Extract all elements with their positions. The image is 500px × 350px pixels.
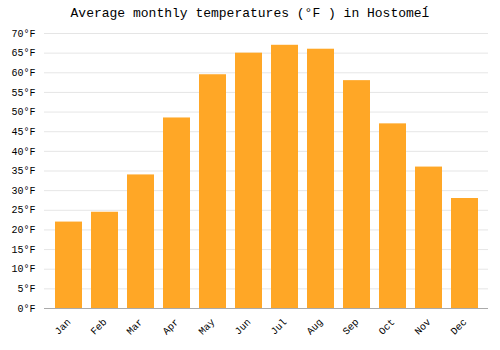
svg-text:Mar: Mar <box>125 317 146 338</box>
svg-text:May: May <box>197 317 218 338</box>
svg-text:60°F: 60°F <box>11 68 35 79</box>
svg-text:70°F: 70°F <box>11 29 35 40</box>
svg-text:Feb: Feb <box>89 317 110 338</box>
svg-text:25°F: 25°F <box>11 205 35 216</box>
svg-text:Dec: Dec <box>449 317 470 338</box>
svg-text:Jun: Jun <box>233 317 254 338</box>
svg-text:Nov: Nov <box>413 317 434 338</box>
svg-text:Sep: Sep <box>341 317 362 338</box>
svg-text:40°F: 40°F <box>11 147 35 158</box>
svg-text:30°F: 30°F <box>11 186 35 197</box>
svg-text:Apr: Apr <box>161 317 182 338</box>
svg-text:10°F: 10°F <box>11 264 35 275</box>
svg-text:5°F: 5°F <box>17 284 35 295</box>
svg-text:35°F: 35°F <box>11 166 35 177</box>
svg-text:20°F: 20°F <box>11 225 35 236</box>
svg-text:65°F: 65°F <box>11 48 35 59</box>
svg-text:Oct: Oct <box>377 317 398 338</box>
svg-text:45°F: 45°F <box>11 127 35 138</box>
svg-text:0°F: 0°F <box>17 304 35 315</box>
svg-text:50°F: 50°F <box>11 107 35 118</box>
svg-text:15°F: 15°F <box>11 245 35 256</box>
svg-text:Aug: Aug <box>305 317 326 338</box>
html-text:Average monthly temperatures (: Average monthly temperatures (°F ) in Ho… <box>70 6 430 21</box>
svg-text:55°F: 55°F <box>11 88 35 99</box>
svg-text:Jan: Jan <box>53 317 74 338</box>
svg-text:Jul: Jul <box>269 317 290 338</box>
